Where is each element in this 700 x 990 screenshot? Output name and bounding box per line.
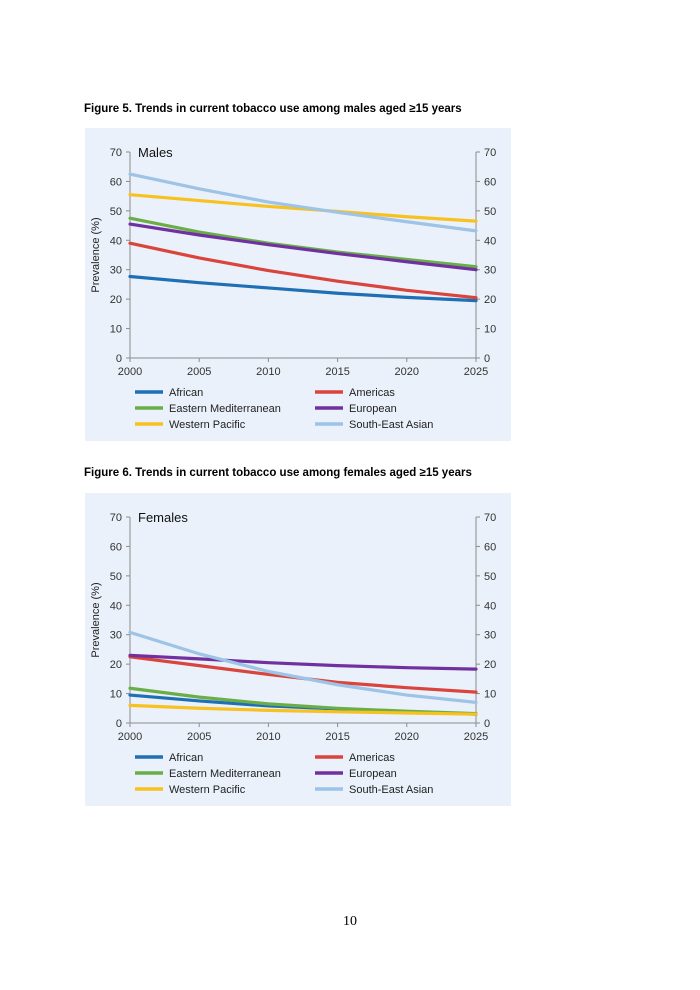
females-ytick-label-left: 20 [110, 659, 122, 671]
males-series-western-pacific [128, 193, 478, 223]
males-ytick-label-right: 70 [484, 147, 496, 159]
females-ytick-label-right: 50 [484, 571, 496, 583]
males-xtick-label: 2010 [256, 366, 280, 378]
males-ytick-label-right: 40 [484, 235, 496, 247]
females-xtick-label: 2020 [395, 731, 419, 743]
males-ytick-label-left: 30 [110, 265, 122, 277]
figure-6-caption: Figure 6. Trends in current tobacco use … [84, 467, 472, 479]
females-ytick-label-right: 20 [484, 659, 496, 671]
page-number: 10 [343, 914, 357, 929]
males-series-african [128, 274, 478, 303]
females-legend-label-african: African [169, 752, 203, 764]
males-ytick-label-right: 0 [484, 353, 490, 365]
males-legend-label-european: European [349, 403, 397, 415]
females-legend-label-eastern-mediterranean: Eastern Mediterranean [169, 768, 281, 780]
males-ytick-label-left: 70 [110, 147, 122, 159]
females-xtick-label: 2015 [325, 731, 349, 743]
males-ytick-label-left: 0 [116, 353, 122, 365]
males-ytick-label-right: 50 [484, 206, 496, 218]
females-series-european [128, 653, 478, 671]
females-ytick-label-left: 60 [110, 541, 122, 553]
males-panel-title: Males [138, 145, 173, 160]
females-ytick-label-left: 50 [110, 571, 122, 583]
males-ytick-label-right: 20 [484, 294, 496, 306]
females-legend-label-south-east-asian: South-East Asian [349, 784, 433, 796]
males-xtick-label: 2005 [187, 366, 211, 378]
females-legend-label-americas: Americas [349, 752, 395, 764]
females-ytick-label-right: 30 [484, 630, 496, 642]
males-ytick-label-right: 30 [484, 265, 496, 277]
females-xtick-label: 2025 [464, 731, 488, 743]
males-y-axis-title: Prevalence (%) [90, 217, 102, 292]
males-xtick-label: 2015 [325, 366, 349, 378]
females-ytick-label-left: 10 [110, 689, 122, 701]
males-legend-label-western-pacific: Western Pacific [169, 419, 246, 431]
females-ytick-label-right: 0 [484, 718, 490, 730]
males-ytick-label-left: 50 [110, 206, 122, 218]
females-ytick-label-right: 70 [484, 512, 496, 524]
males-ytick-label-left: 10 [110, 324, 122, 336]
males-ytick-label-left: 20 [110, 294, 122, 306]
females-panel-title: Females [138, 510, 188, 525]
males-legend-label-americas: Americas [349, 387, 395, 399]
females-ytick-label-left: 70 [110, 512, 122, 524]
females-chart-panel: 0 0 10 10 20 20 30 30 40 40 50 50 60 60 70 70 2000 2005 20… [85, 493, 511, 806]
males-xtick-label: 2000 [118, 366, 142, 378]
figure-5-caption: Figure 5. Trends in current tobacco use … [84, 103, 462, 115]
females-ytick-label-right: 60 [484, 541, 496, 553]
males-series-americas [128, 241, 478, 300]
females-xtick-label: 2000 [118, 731, 142, 743]
males-series-south-east-asian [128, 172, 478, 233]
males-ytick-label-left: 40 [110, 235, 122, 247]
females-ytick-label-left: 30 [110, 630, 122, 642]
females-ytick-label-right: 40 [484, 600, 496, 612]
females-series-western-pacific [128, 703, 478, 716]
males-ytick-label-right: 10 [484, 324, 496, 336]
males-legend-label-south-east-asian: South-East Asian [349, 419, 433, 431]
males-legend-label-eastern-mediterranean: Eastern Mediterranean [169, 403, 281, 415]
females-xtick-label: 2010 [256, 731, 280, 743]
females-legend-label-european: European [349, 768, 397, 780]
males-ytick-label-left: 60 [110, 176, 122, 188]
males-legend-label-african: African [169, 387, 203, 399]
males-xtick-label: 2025 [464, 366, 488, 378]
females-ytick-label-right: 10 [484, 689, 496, 701]
males-chart-panel: 0 0 10 10 20 20 30 30 40 40 50 50 60 60 70 70 2000 2005 20… [85, 128, 511, 441]
females-legend-label-western-pacific: Western Pacific [169, 784, 246, 796]
females-xtick-label: 2005 [187, 731, 211, 743]
males-ytick-label-right: 60 [484, 176, 496, 188]
females-y-axis-title: Prevalence (%) [90, 582, 102, 657]
females-ytick-label-left: 0 [116, 718, 122, 730]
males-xtick-label: 2020 [395, 366, 419, 378]
females-ytick-label-left: 40 [110, 600, 122, 612]
females-series-south-east-asian [128, 630, 478, 704]
males-series-european [128, 222, 478, 272]
females-series-americas [128, 655, 478, 694]
